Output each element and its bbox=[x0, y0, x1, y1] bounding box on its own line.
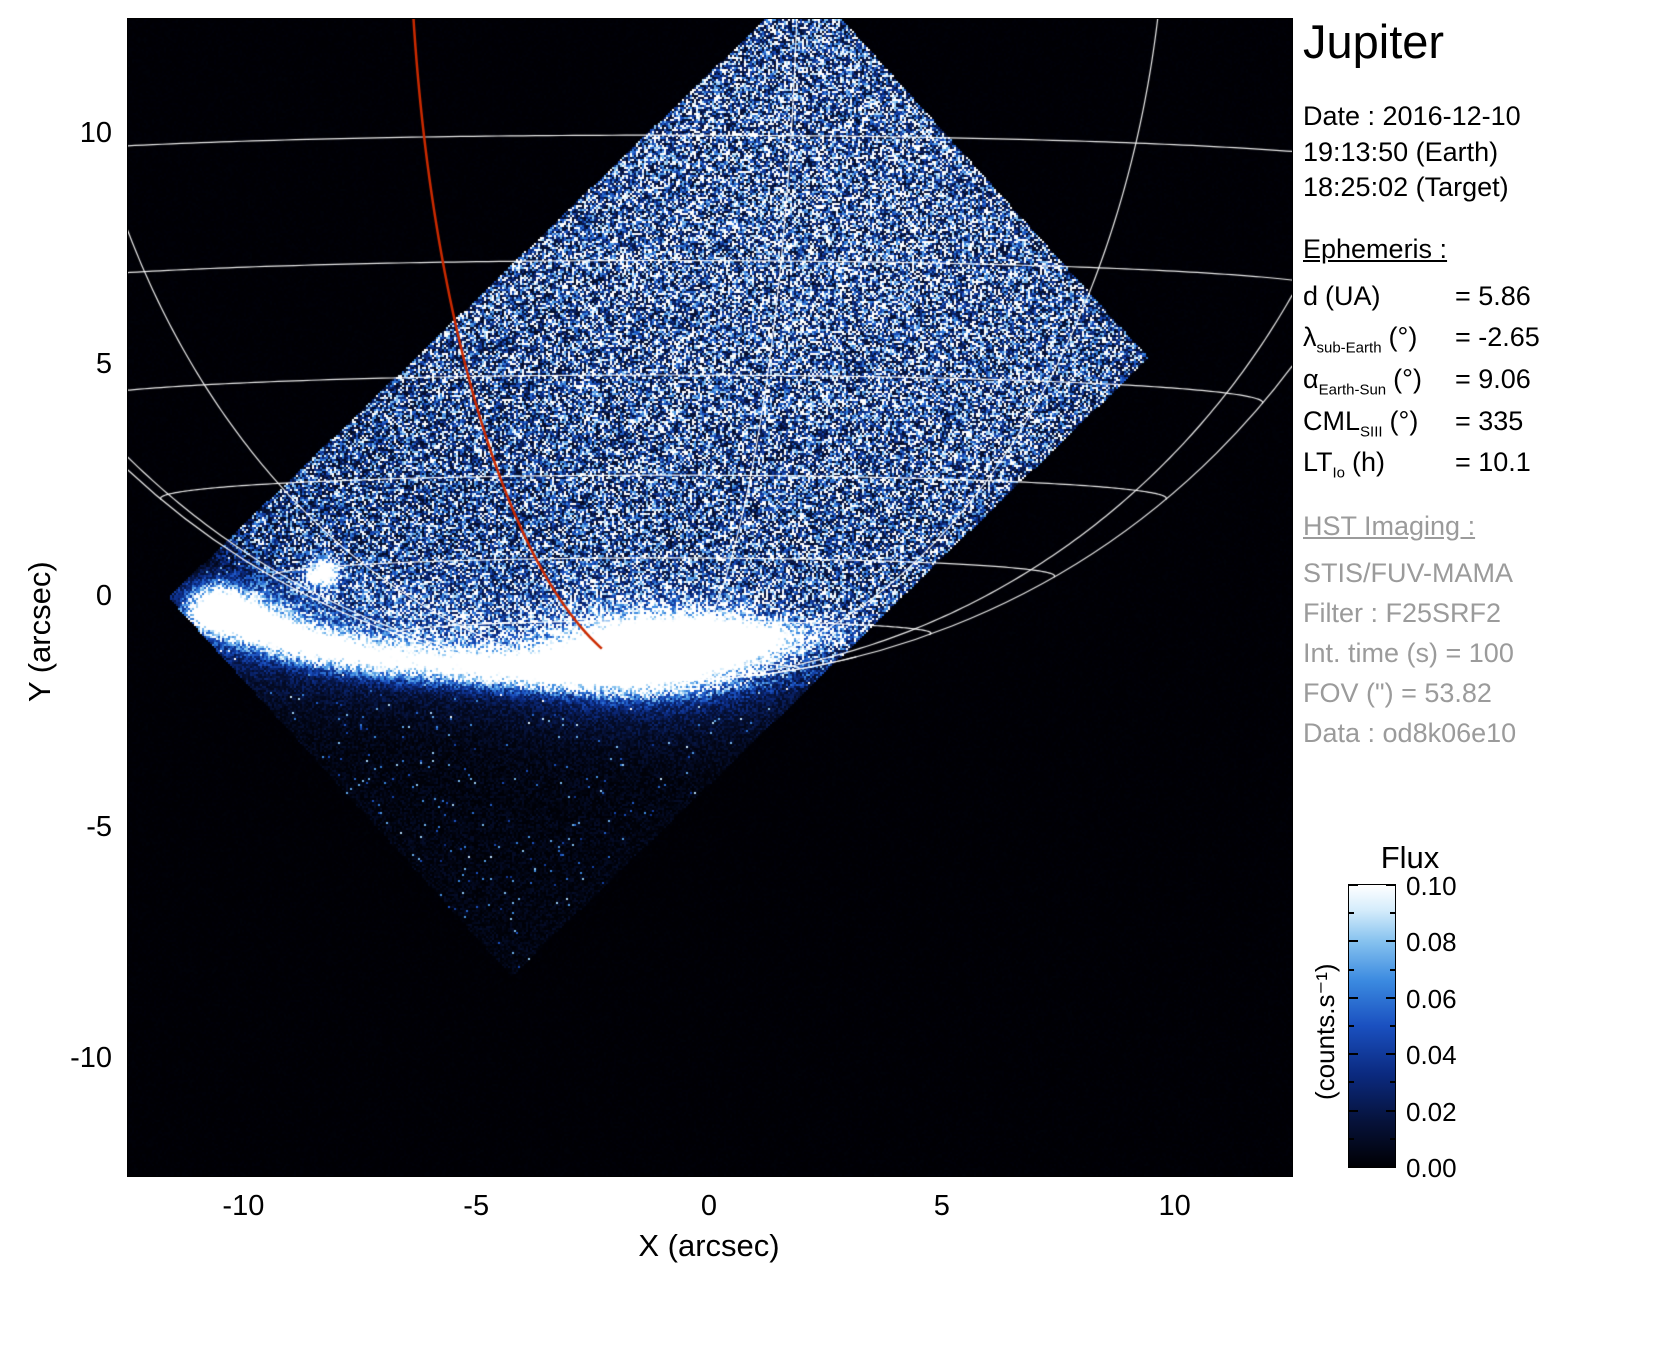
ephemeris-row-subearth-lat: λsub-Earth (°) = -2.65 bbox=[1303, 318, 1675, 360]
colorbar-tick bbox=[1349, 969, 1354, 971]
hst-int-time: Int. time (s) = 100 bbox=[1303, 634, 1675, 674]
x-tick-label: -10 bbox=[195, 1190, 291, 1223]
x-tick-label: 0 bbox=[661, 1190, 757, 1223]
ephemeris-table: d (UA) = 5.86 λsub-Earth (°) = -2.65 αEart… bbox=[1303, 277, 1675, 485]
ephemeris-row-distance: d (UA) = 5.86 bbox=[1303, 277, 1675, 319]
colorbar-tick bbox=[1349, 1110, 1358, 1112]
ephemeris-value: = 335 bbox=[1455, 402, 1523, 444]
date-line: Date : 2016-12-10 bbox=[1303, 99, 1675, 135]
y-tick-label: -10 bbox=[26, 1042, 112, 1075]
hst-data-id: Data : od8k06e10 bbox=[1303, 714, 1675, 754]
colorbar-tick bbox=[1390, 1138, 1395, 1140]
colorbar-tick-label: 0.04 bbox=[1406, 1040, 1496, 1071]
target-name: Jupiter bbox=[1303, 14, 1675, 69]
y-tick-label: 10 bbox=[26, 117, 112, 150]
colorbar-tick bbox=[1386, 884, 1395, 886]
colorbar-tick bbox=[1386, 1053, 1395, 1055]
ephemeris-value: = 10.1 bbox=[1455, 443, 1531, 485]
y-tick-label: -5 bbox=[26, 811, 112, 844]
ephemeris-heading: Ephemeris : bbox=[1303, 234, 1675, 265]
colorbar-tick bbox=[1349, 997, 1358, 999]
x-axis-label: X (arcsec) bbox=[564, 1228, 854, 1264]
colorbar-tick-label: 0.08 bbox=[1406, 927, 1496, 958]
colorbar-tick bbox=[1386, 1110, 1395, 1112]
apis-jupiter-figure: Y (arcsec) X (arcsec) Jupiter Date : 201… bbox=[0, 0, 1676, 1367]
y-tick-label: 0 bbox=[26, 580, 112, 613]
colorbar-tick bbox=[1349, 1081, 1354, 1083]
colorbar-tick-label: 0.10 bbox=[1406, 871, 1496, 902]
colorbar-tick bbox=[1390, 912, 1395, 914]
time-earth-line: 19:13:50 (Earth) bbox=[1303, 135, 1675, 171]
colorbar-tick bbox=[1390, 1081, 1395, 1083]
ephemeris-row-io-localtime: LTIo (h) = 10.1 bbox=[1303, 443, 1675, 485]
time-target-line: 18:25:02 (Target) bbox=[1303, 170, 1675, 206]
info-panel: Jupiter Date : 2016-12-10 19:13:50 (Eart… bbox=[1303, 14, 1675, 754]
hst-fov: FOV (") = 53.82 bbox=[1303, 674, 1675, 714]
x-tick-label: -5 bbox=[428, 1190, 524, 1223]
hst-instrument: STIS/FUV-MAMA bbox=[1303, 554, 1675, 594]
colorbar-tick bbox=[1349, 1138, 1354, 1140]
colorbar-tick bbox=[1390, 969, 1395, 971]
ephemeris-value: = -2.65 bbox=[1455, 318, 1540, 360]
ephemeris-row-phase-angle: αEarth-Sun (°) = 9.06 bbox=[1303, 360, 1675, 402]
colorbar-tick-label: 0.06 bbox=[1406, 984, 1496, 1015]
colorbar-tick-label: 0.00 bbox=[1406, 1153, 1496, 1184]
colorbar-tick bbox=[1349, 1166, 1358, 1168]
x-tick-label: 5 bbox=[894, 1190, 990, 1223]
colorbar-tick bbox=[1349, 1053, 1358, 1055]
colorbar-tick bbox=[1349, 884, 1358, 886]
colorbar bbox=[1348, 884, 1396, 1168]
colorbar-tick bbox=[1349, 1025, 1354, 1027]
y-tick-label: 5 bbox=[26, 348, 112, 381]
observation-datetime: Date : 2016-12-10 19:13:50 (Earth) 18:25… bbox=[1303, 99, 1675, 206]
colorbar-tick bbox=[1386, 940, 1395, 942]
colorbar-tick bbox=[1349, 912, 1354, 914]
jupiter-aurora-image bbox=[128, 19, 1292, 1176]
colorbar-tick bbox=[1390, 1025, 1395, 1027]
hst-imaging-block: HST Imaging : STIS/FUV-MAMA Filter : F25… bbox=[1303, 511, 1675, 754]
ephemeris-row-cml: CMLSIII (°) = 335 bbox=[1303, 402, 1675, 444]
colorbar-tick bbox=[1386, 1166, 1395, 1168]
colorbar-unit-label: (counts.s⁻¹) bbox=[1310, 963, 1341, 1100]
x-tick-label: 10 bbox=[1127, 1190, 1223, 1223]
ephemeris-value: = 5.86 bbox=[1455, 277, 1531, 319]
hst-imaging-heading: HST Imaging : bbox=[1303, 511, 1675, 542]
hst-filter: Filter : F25SRF2 bbox=[1303, 594, 1675, 634]
colorbar-tick bbox=[1386, 997, 1395, 999]
colorbar-tick-label: 0.02 bbox=[1406, 1097, 1496, 1128]
ephemeris-value: = 9.06 bbox=[1455, 360, 1531, 402]
plot-area bbox=[127, 18, 1293, 1177]
colorbar-tick bbox=[1349, 940, 1358, 942]
